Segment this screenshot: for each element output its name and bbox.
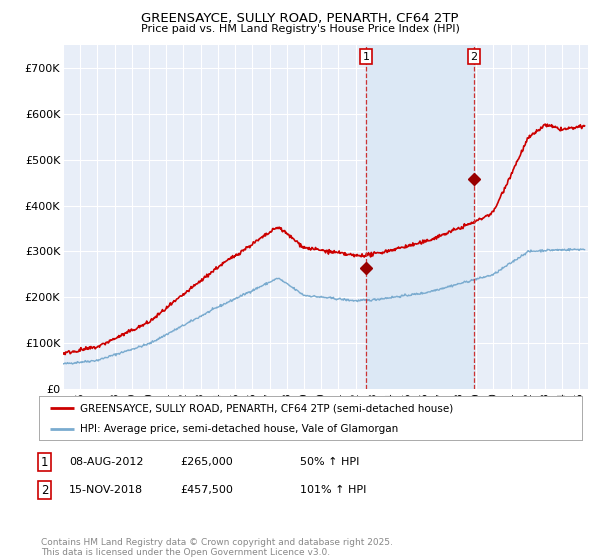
Text: HPI: Average price, semi-detached house, Vale of Glamorgan: HPI: Average price, semi-detached house,… <box>80 424 398 433</box>
Text: Contains HM Land Registry data © Crown copyright and database right 2025.
This d: Contains HM Land Registry data © Crown c… <box>41 538 392 557</box>
Text: GREENSAYCE, SULLY ROAD, PENARTH, CF64 2TP (semi-detached house): GREENSAYCE, SULLY ROAD, PENARTH, CF64 2T… <box>80 403 453 413</box>
Text: £265,000: £265,000 <box>180 457 233 467</box>
Text: £457,500: £457,500 <box>180 485 233 495</box>
Text: 50% ↑ HPI: 50% ↑ HPI <box>300 457 359 467</box>
Text: GREENSAYCE, SULLY ROAD, PENARTH, CF64 2TP: GREENSAYCE, SULLY ROAD, PENARTH, CF64 2T… <box>141 12 459 25</box>
Text: Price paid vs. HM Land Registry's House Price Index (HPI): Price paid vs. HM Land Registry's House … <box>140 24 460 34</box>
Text: 2: 2 <box>41 483 49 497</box>
Text: 1: 1 <box>362 52 370 62</box>
Text: 08-AUG-2012: 08-AUG-2012 <box>69 457 143 467</box>
Bar <box>366 45 474 389</box>
Text: 1: 1 <box>41 455 49 469</box>
Text: 15-NOV-2018: 15-NOV-2018 <box>69 485 143 495</box>
Text: 2: 2 <box>470 52 478 62</box>
Text: 101% ↑ HPI: 101% ↑ HPI <box>300 485 367 495</box>
